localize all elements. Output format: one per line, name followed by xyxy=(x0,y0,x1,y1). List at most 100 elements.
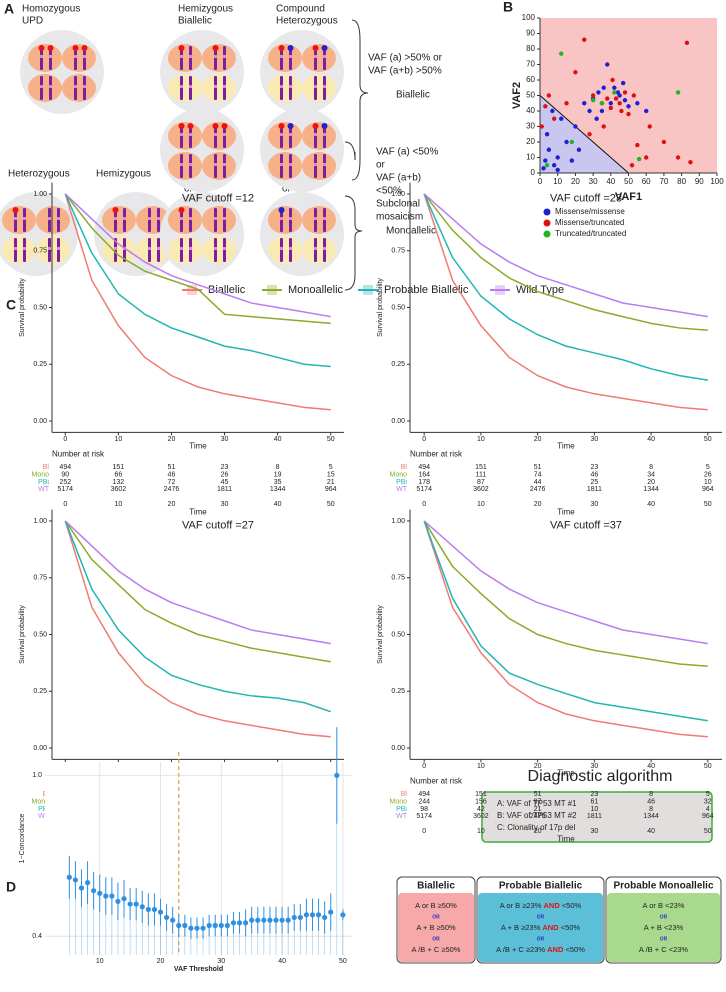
point xyxy=(543,104,548,109)
centromere xyxy=(223,163,226,166)
x-tick-label: 50 xyxy=(327,436,335,443)
point xyxy=(121,896,127,902)
rule-part: A /B + C ≥50% xyxy=(412,945,461,954)
centromere xyxy=(323,217,326,220)
x-tick-label: 20 xyxy=(168,501,176,508)
risk-count: 2476 xyxy=(530,486,546,493)
x-tick-label: 30 xyxy=(221,436,229,443)
risk-count: 3602 xyxy=(111,486,127,493)
rule: A /B + C <23% xyxy=(639,945,689,954)
survival-curve xyxy=(423,193,708,381)
risk-count: 51 xyxy=(168,464,176,471)
risk-count: 74 xyxy=(534,472,542,479)
survival-curve xyxy=(423,193,708,331)
category-body xyxy=(398,893,474,962)
risk-count: 5 xyxy=(706,791,710,798)
risk-count: 494 xyxy=(418,464,430,471)
x-tick-label: 0 xyxy=(422,828,426,835)
panel-title: VAF cutoff =37 xyxy=(550,520,622,532)
x-tick-label: 0 xyxy=(538,177,543,186)
mutation xyxy=(321,123,328,129)
y-tick-label: 90 xyxy=(526,29,535,38)
y-tick-label: 0.00 xyxy=(33,745,47,752)
risk-count: 21 xyxy=(534,806,542,813)
point xyxy=(78,885,85,891)
point xyxy=(605,62,610,67)
risk-count: 244 xyxy=(418,799,430,806)
point xyxy=(620,80,626,86)
legend-swatch xyxy=(363,285,373,295)
x-tick-label: 40 xyxy=(647,763,655,770)
y-tick-label: 70 xyxy=(526,60,535,69)
nucleus-part xyxy=(28,44,62,72)
point xyxy=(587,132,592,137)
x-tick-label: 40 xyxy=(278,958,286,965)
mutation xyxy=(221,123,228,129)
y-tick-label: 0.50 xyxy=(33,304,47,311)
x-tick-label: 40 xyxy=(647,501,655,508)
point xyxy=(291,914,297,921)
risk-count: 20 xyxy=(647,479,655,486)
rule: A + B ≥23% AND <50% xyxy=(501,923,581,932)
survival-curve xyxy=(423,193,708,411)
point xyxy=(200,925,206,931)
legend-label: Wild Type xyxy=(516,284,564,296)
mutation xyxy=(287,45,294,51)
risk-count: 8 xyxy=(649,791,653,798)
point xyxy=(619,108,624,114)
centromere xyxy=(289,163,292,166)
point xyxy=(688,159,693,165)
point xyxy=(644,108,649,114)
point xyxy=(236,920,243,926)
point xyxy=(644,155,649,160)
mutation xyxy=(178,207,185,213)
point xyxy=(103,893,109,899)
mutation xyxy=(278,207,285,213)
nucleus-part xyxy=(102,236,136,264)
centromere xyxy=(314,217,317,220)
point xyxy=(555,155,560,160)
legend-swatch xyxy=(543,230,551,238)
nucleus-part xyxy=(2,236,36,264)
risk-count: 494 xyxy=(59,464,71,471)
class-label: Biallelic xyxy=(396,90,430,101)
nucleus-part xyxy=(168,74,202,102)
rule-part: A /B + C ≥23% xyxy=(496,945,545,954)
y-tick-label: 40 xyxy=(526,106,535,115)
point xyxy=(661,139,667,145)
point xyxy=(551,163,557,168)
risk-count: 1344 xyxy=(643,486,659,493)
centromere xyxy=(49,55,52,58)
mutation xyxy=(178,123,185,129)
x-tick-label: 20 xyxy=(534,828,542,835)
point xyxy=(550,108,555,114)
risk-row-label: PBi xyxy=(38,806,49,813)
panel-title: VAF cutoff =27 xyxy=(182,520,254,532)
bracket xyxy=(344,141,363,291)
nucleus-part xyxy=(202,236,236,264)
y-tick-label: 0.00 xyxy=(391,418,405,425)
risk-title: Number at risk xyxy=(52,450,105,459)
category-title: Probable Monoallelic xyxy=(613,881,713,892)
risk-count: 46 xyxy=(647,799,655,806)
nucleus-part xyxy=(268,206,302,234)
centromere xyxy=(148,217,151,220)
point xyxy=(546,147,552,152)
y-tick-label: 1.00 xyxy=(33,518,47,525)
point xyxy=(612,85,617,90)
legend-label: Monoallelic xyxy=(288,284,344,296)
nucleus-part xyxy=(202,74,236,102)
nucleus-part xyxy=(62,74,96,102)
y-tick-label: 1.00 xyxy=(391,191,405,198)
mutation xyxy=(38,45,45,51)
rule: A or B ≥50% xyxy=(415,901,457,910)
survival-curve xyxy=(64,520,331,713)
x-tick-label: 90 xyxy=(695,177,704,186)
cell-label: Biallelic xyxy=(178,16,212,27)
x-tick-label: 20 xyxy=(571,177,580,186)
y-tick-label: 20 xyxy=(526,137,535,146)
point xyxy=(212,922,218,929)
point xyxy=(564,139,569,145)
rule: A /B + C ≥23% AND <50% xyxy=(496,945,585,954)
y-tick-label: 0.50 xyxy=(391,304,405,311)
